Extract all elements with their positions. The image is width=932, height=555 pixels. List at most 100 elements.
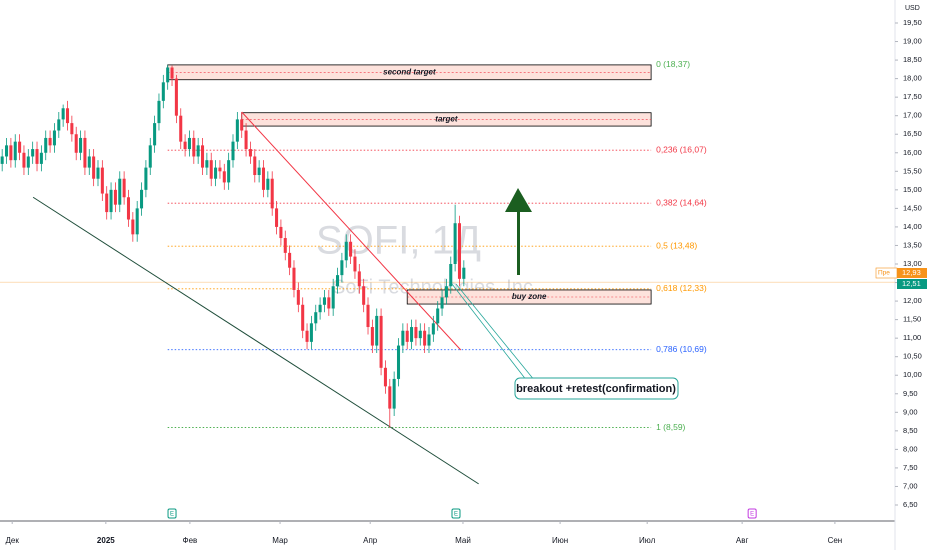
candle-body — [410, 327, 414, 342]
y-tick-label: 11,50 — [903, 315, 921, 324]
candle-body — [414, 327, 418, 339]
candle-body — [118, 178, 122, 205]
zone-label: second target — [383, 67, 436, 76]
y-tick-label: 14,00 — [903, 222, 922, 231]
callout: breakout +retest(confirmation) — [451, 283, 679, 400]
candle-body — [366, 304, 370, 328]
candle-body — [126, 197, 131, 220]
candle-body — [170, 67, 174, 79]
candle-body — [309, 323, 313, 342]
candle-body — [13, 141, 17, 161]
y-tick-label: 11,00 — [903, 333, 921, 342]
y-tick-label: 18,00 — [903, 74, 922, 83]
fib-label: 0,618 (12,33) — [656, 283, 707, 293]
candle-body — [48, 137, 52, 146]
candle-body — [275, 208, 279, 227]
candle-body — [209, 160, 213, 179]
candle-body — [157, 100, 161, 124]
fib-label: 1 (8,59) — [656, 422, 685, 432]
candle-body — [109, 189, 113, 213]
candle-body — [288, 252, 292, 268]
candle-body — [405, 330, 409, 342]
candle-body — [423, 330, 427, 346]
x-tick-label: Июн — [552, 536, 568, 545]
candle-body — [153, 123, 157, 146]
candle-body — [200, 145, 205, 168]
y-tick-label: 19,00 — [903, 37, 922, 46]
y-tick-label: 18,50 — [903, 55, 922, 64]
x-tick-label: Май — [455, 536, 471, 545]
y-tick-label: 13,50 — [903, 240, 922, 249]
y-tick-label: 17,50 — [903, 92, 922, 101]
x-tick-label: Июл — [639, 536, 656, 545]
candle-body — [9, 145, 13, 161]
event-icon — [451, 508, 461, 519]
candle-body — [357, 271, 361, 287]
candle-body — [331, 286, 335, 309]
fib-label: 0,382 (14,64) — [656, 197, 707, 207]
candle-body — [340, 260, 344, 276]
x-tick-label: Дек — [6, 536, 20, 545]
candle-body — [314, 312, 318, 324]
candle-body — [179, 115, 183, 142]
candle-body — [375, 315, 379, 346]
candle-body — [266, 178, 270, 190]
y-tick-label: 8,00 — [903, 444, 918, 453]
candle-body — [240, 119, 244, 131]
trendline — [241, 111, 462, 351]
candle-body — [349, 241, 353, 257]
candle-body — [0, 156, 4, 164]
currency: USD — [905, 5, 920, 12]
candle-body — [161, 82, 165, 101]
candle-body — [131, 219, 135, 235]
event-label: E — [454, 512, 458, 518]
y-tick-label: 8,50 — [903, 426, 918, 435]
candle-body — [196, 145, 200, 157]
candle-body — [52, 130, 56, 146]
event-icon — [747, 508, 757, 519]
candle-body — [166, 67, 170, 83]
y-tick-label: 13,00 — [903, 259, 922, 268]
y-tick-label: 9,00 — [903, 407, 918, 416]
candle-body — [227, 160, 231, 183]
watermark-title: SOFI, 1Д — [316, 219, 481, 263]
x-tick-label: 2025 — [97, 536, 115, 545]
candle-body — [453, 223, 457, 264]
candle-body — [70, 123, 74, 135]
y-tick-label: 6,50 — [903, 500, 918, 509]
candle-body — [318, 304, 322, 313]
callout-line — [455, 283, 536, 382]
price-tag — [897, 279, 927, 289]
x-tick-label: Мар — [272, 536, 288, 545]
candle-body — [270, 178, 274, 209]
candle-body — [283, 238, 287, 253]
candle-body — [87, 156, 91, 168]
y-tick-label: 10,50 — [903, 352, 922, 361]
candle-body — [388, 386, 392, 409]
fib-label: 0 (18,37) — [656, 59, 690, 69]
fib-label: 0,236 (16,07) — [656, 144, 707, 154]
price-tag-label: 12,93 — [902, 268, 921, 277]
candle-body — [231, 141, 235, 161]
y-tick-label: 15,00 — [903, 185, 922, 194]
event-icon — [167, 508, 177, 519]
x-tick-label: Апр — [363, 536, 378, 545]
y-tick-label: 17,00 — [903, 111, 922, 120]
candle-body — [418, 330, 422, 339]
candle-body — [148, 145, 152, 168]
candle-body — [83, 137, 87, 168]
candle-body — [140, 189, 144, 209]
candle-body — [392, 378, 396, 409]
candle-body — [253, 156, 257, 176]
y-tick-label: 19,50 — [903, 18, 922, 27]
candle-body — [427, 334, 431, 346]
candle-body — [18, 141, 22, 153]
candle-body — [248, 149, 252, 157]
candle-body — [122, 178, 126, 198]
candle-body — [187, 137, 191, 150]
candle-body — [362, 286, 366, 305]
candle-body — [74, 134, 78, 153]
y-tick-label: 16,50 — [903, 129, 922, 138]
callout-line — [451, 283, 528, 382]
